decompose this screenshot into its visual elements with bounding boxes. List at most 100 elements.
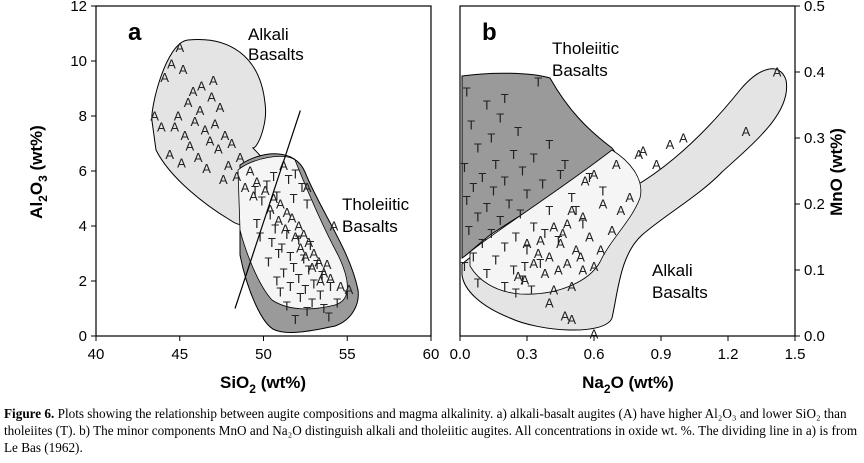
caption-label: Figure 6. <box>4 406 55 421</box>
point-a-a-17: A <box>157 120 166 135</box>
y-tick-label-b-3: 0.3 <box>804 130 825 147</box>
point-a-t-27: T <box>318 268 326 283</box>
point-b-t-41: T <box>536 256 544 271</box>
region-label-tholeiitic-b: Tholeiitic Basalts <box>552 39 624 80</box>
point-b-a-27: A <box>520 272 529 287</box>
point-a-a-2: A <box>179 62 188 77</box>
point-a-a-29: A <box>202 161 211 176</box>
point-a-t-19: T <box>275 246 283 261</box>
point-a-a-53: A <box>319 265 328 280</box>
point-a-t-43: T <box>333 296 341 311</box>
panel-label-a: a <box>128 19 142 46</box>
point-b-a-5: A <box>652 157 661 172</box>
plot-frame-b <box>459 5 796 337</box>
point-b-t-40: T <box>492 253 500 268</box>
point-a-t-33: T <box>327 279 335 294</box>
point-a-t-32: T <box>301 282 309 297</box>
point-b-t-14: T <box>519 164 527 179</box>
point-a-a-50: A <box>301 249 310 264</box>
point-a-a-49: A <box>309 246 318 261</box>
point-b-t-19: T <box>469 180 477 195</box>
point-a-a-34: A <box>241 180 250 195</box>
point-b-a-1: A <box>742 124 751 139</box>
region-label-alkali-b-line1: Alkali <box>652 261 693 280</box>
point-b-t-28: T <box>474 210 482 225</box>
x-tick-label-a-1: 45 <box>171 346 188 363</box>
panel-label-b: b <box>482 19 497 46</box>
point-b-a-7: A <box>612 157 621 172</box>
point-a-t-2: T <box>263 177 271 192</box>
point-a-a-55: A <box>316 274 325 289</box>
point-a-a-38: A <box>276 197 285 212</box>
x-tick-label-b-5: 1.5 <box>785 346 806 363</box>
point-b-t-45: T <box>519 272 527 287</box>
point-a-t-37: T <box>308 296 316 311</box>
x-tick-label-b-2: 0.6 <box>584 346 605 363</box>
point-b-a-9: A <box>625 190 634 205</box>
point-a-a-7: A <box>207 89 216 104</box>
point-a-a-31: A <box>232 169 241 184</box>
point-a-a-46: A <box>291 230 300 245</box>
point-b-t-46: T <box>474 276 482 291</box>
point-a-t-42: T <box>291 312 299 327</box>
point-a-a-16: A <box>201 122 210 137</box>
point-b-a-40: A <box>545 296 554 311</box>
point-b-t-31: T <box>530 220 538 235</box>
point-b-a-3: A <box>666 137 675 152</box>
point-b-t-34: T <box>512 230 520 245</box>
point-a-t-1: T <box>285 172 293 187</box>
point-a-t-36: T <box>296 290 304 305</box>
point-a-t-3: T <box>291 166 299 181</box>
point-b-t-4: T <box>496 111 504 126</box>
point-b-a-37: A <box>561 309 570 324</box>
point-a-a-47: A <box>304 235 313 250</box>
point-a-a-39: A <box>266 202 275 217</box>
y-tick-label-b-0: 0.0 <box>804 328 825 345</box>
point-a-a-13: A <box>190 114 199 129</box>
point-b-t-30: T <box>579 216 587 231</box>
y-ticks-b: 0.0 0.1 0.2 0.3 0.4 0.5 <box>795 0 825 345</box>
point-a-t-26: T <box>280 265 288 280</box>
region-label-tholeiitic-a: Tholeiitic Basalts <box>342 195 414 236</box>
caption-text: Plots showing the relationship between a… <box>4 406 858 455</box>
region-label-alkali-b-line2: Basalts <box>652 283 708 302</box>
point-b-t-3: T <box>483 98 491 113</box>
point-b-t-7: T <box>487 131 495 146</box>
point-a-a-9: A <box>216 100 225 115</box>
point-b-t-9: T <box>474 140 482 155</box>
point-a-a-56: A <box>336 279 345 294</box>
point-b-t-49: T <box>512 286 520 301</box>
point-a-t-16: T <box>268 235 276 250</box>
point-a-a-21: A <box>227 136 236 151</box>
x-tick-label-b-0: 0.0 <box>450 346 471 363</box>
point-a-a-25: A <box>194 150 203 165</box>
overlap-region-b <box>469 149 642 295</box>
point-a-a-14: A <box>211 117 220 132</box>
point-a-t-4: T <box>251 183 259 198</box>
point-a-t-17: T <box>278 241 286 256</box>
x-axis-label-b: Na2O (wt%) <box>582 373 674 396</box>
point-b-t-51: T <box>586 170 594 185</box>
point-b-a-32: A <box>576 249 585 264</box>
point-b-t-33: T <box>487 226 495 241</box>
point-b-a-29: A <box>549 282 558 297</box>
point-b-a-31: A <box>590 259 599 274</box>
figure-caption: Figure 6. Plots showing the relationship… <box>4 405 860 456</box>
y-tick-label-a-0: 0 <box>79 328 87 345</box>
point-a-t-41: T <box>325 309 333 324</box>
point-a-t-28: T <box>295 271 303 286</box>
point-a-a-60: A <box>303 180 312 195</box>
point-a-a-41: A <box>288 210 297 225</box>
y-axis-label-a: Al2O3 (wt%) <box>27 125 50 219</box>
point-b-t-50: T <box>561 157 569 172</box>
point-a-a-61: A <box>330 219 339 234</box>
point-a-t-7: T <box>258 194 266 209</box>
point-b-t-11: T <box>530 150 538 165</box>
x-ticks-b: 0.0 0.3 0.6 0.9 1.2 1.5 <box>450 336 806 363</box>
point-b-t-15: T <box>557 167 565 182</box>
point-a-a-15: A <box>170 120 179 135</box>
point-a-t-29: T <box>273 274 281 289</box>
x-tick-label-b-1: 0.3 <box>517 346 538 363</box>
